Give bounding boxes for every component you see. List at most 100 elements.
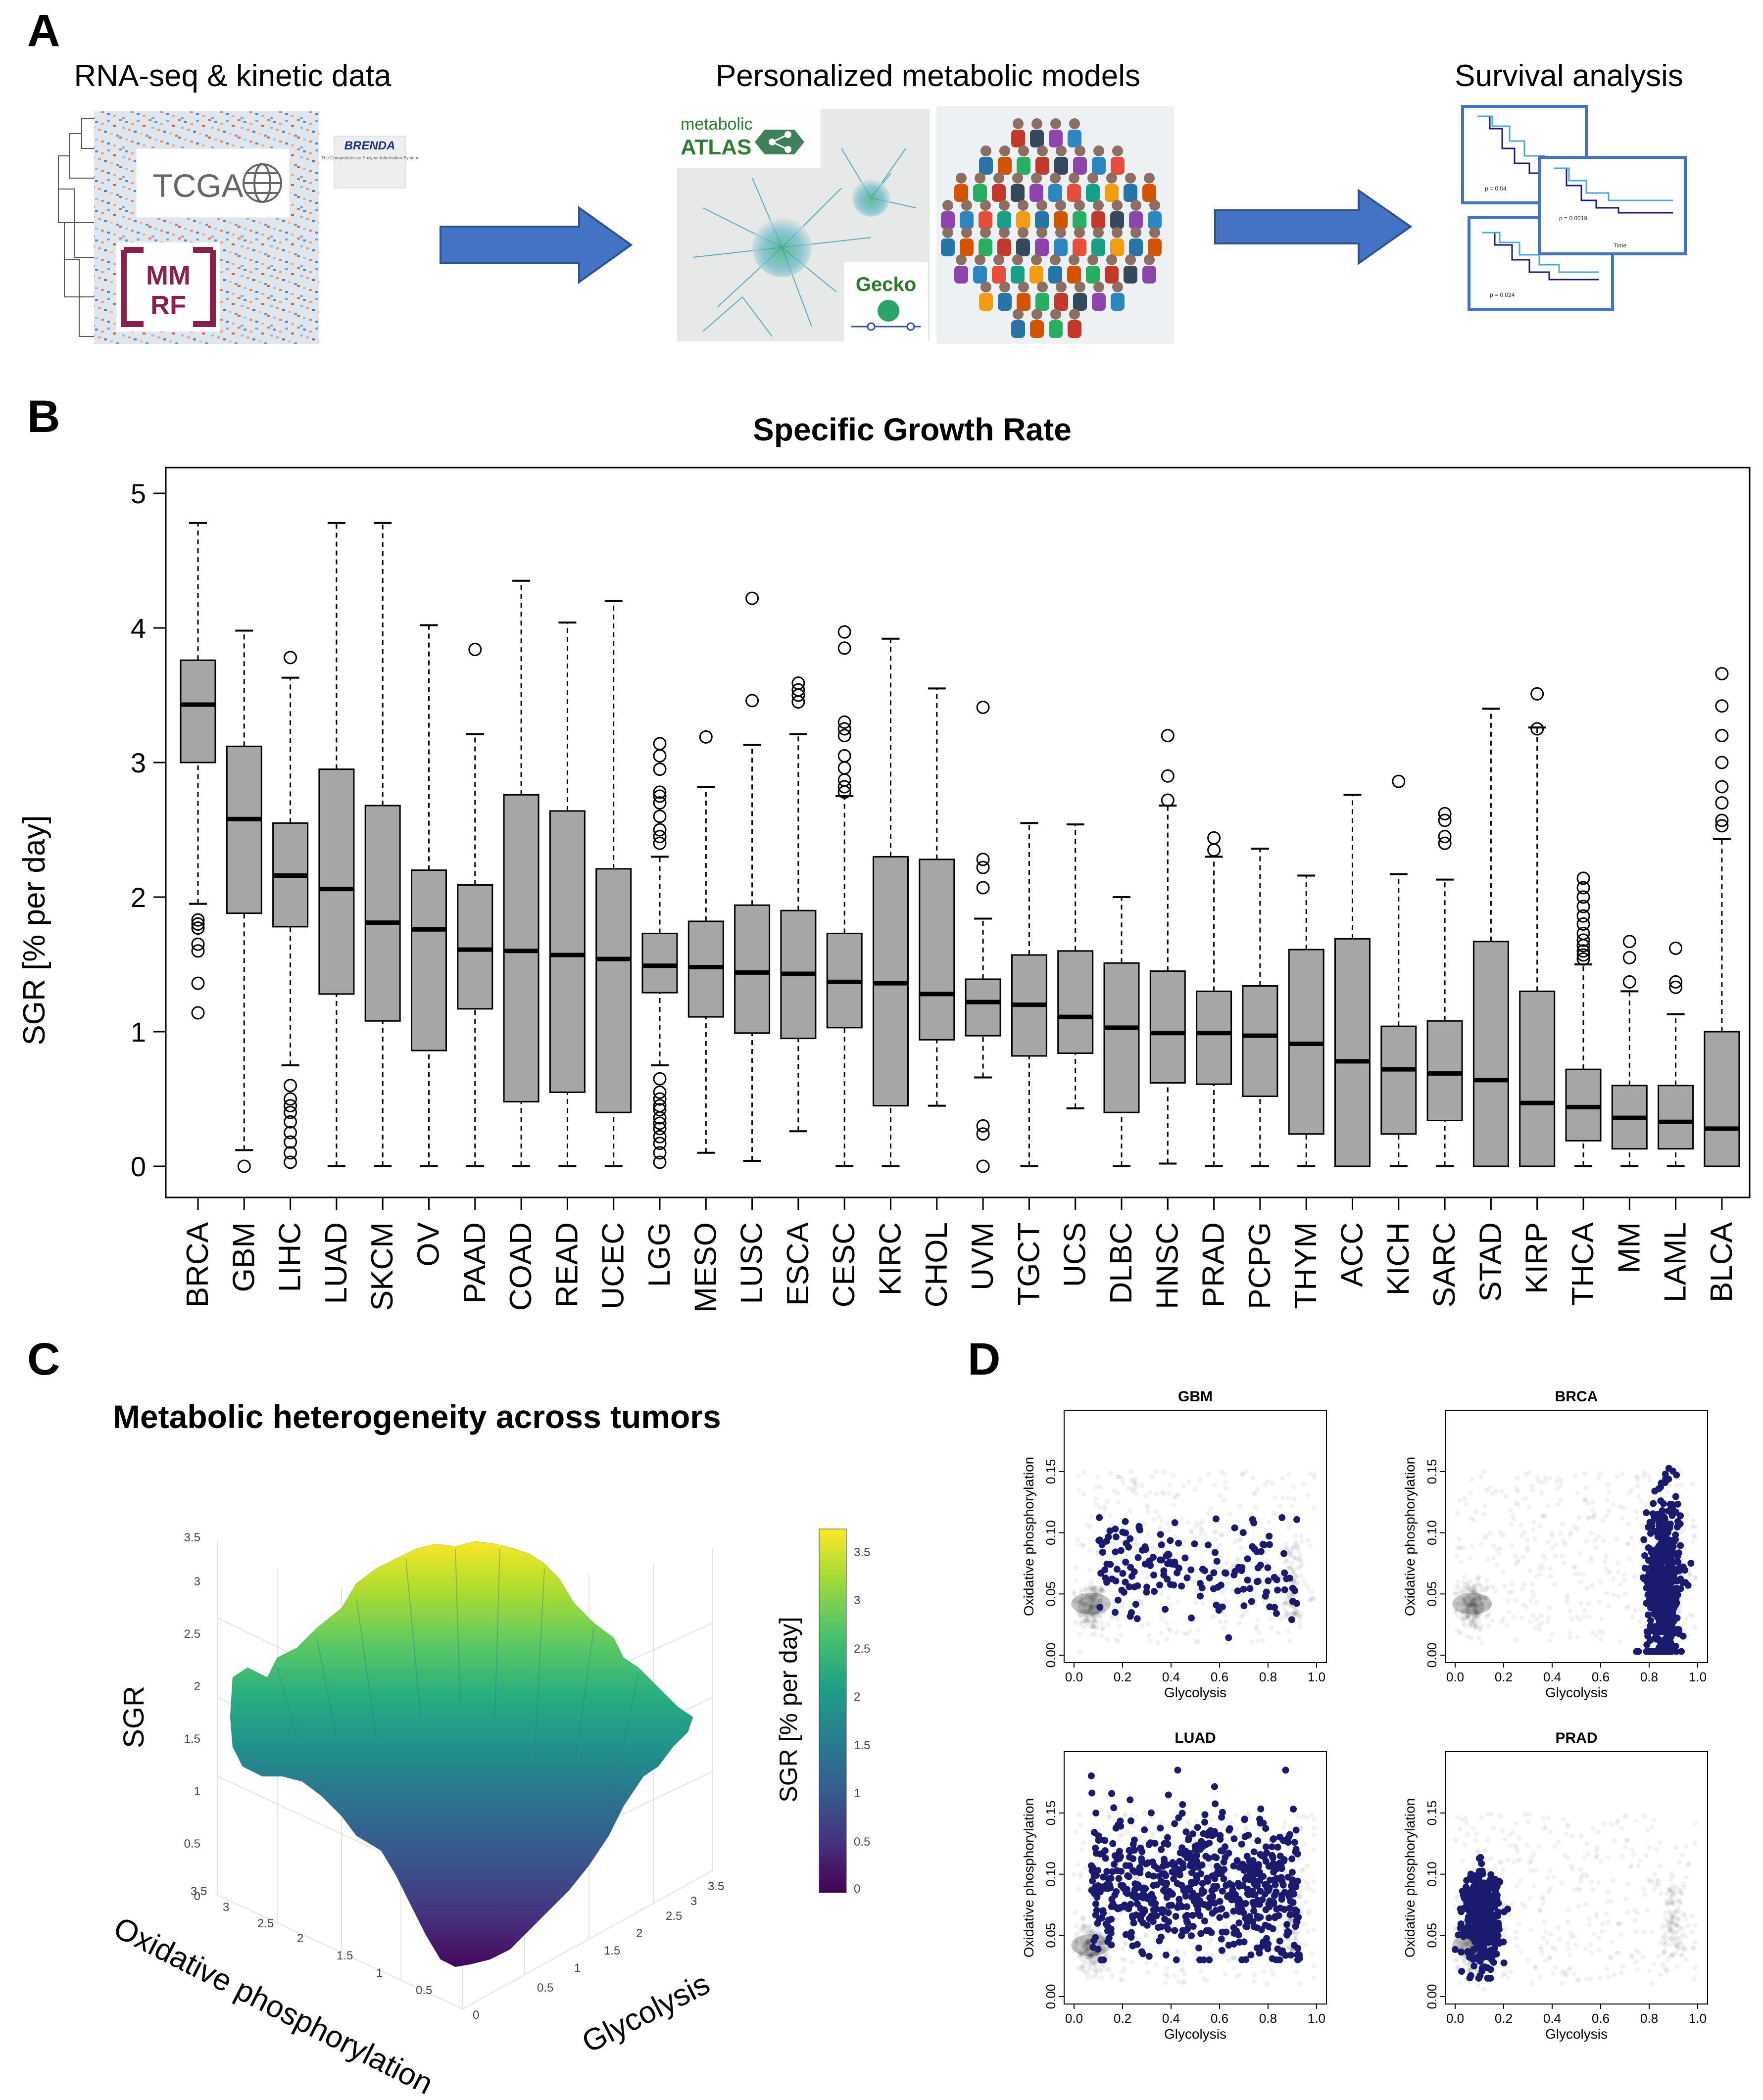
data-point	[1226, 1825, 1233, 1832]
panel-a-letter: A	[27, 5, 60, 56]
data-point	[1128, 1912, 1136, 1920]
data-point	[1281, 1586, 1288, 1593]
person-body-icon	[1016, 211, 1030, 229]
data-point	[1176, 1871, 1183, 1879]
data-point	[1171, 1861, 1178, 1869]
outlier-point	[1715, 667, 1729, 680]
box-ucs	[1057, 823, 1094, 1110]
data-point	[1151, 1840, 1159, 1847]
outlier-point	[284, 1115, 297, 1129]
data-point	[1278, 1878, 1286, 1885]
data-point	[1160, 1907, 1167, 1914]
surface-x-label: Oxidative phosphorylation	[108, 1910, 439, 2100]
person-head-icon	[993, 173, 1004, 184]
x-axis-label: Glycolysis	[1164, 2026, 1226, 2042]
data-point	[1673, 1471, 1680, 1479]
svg-text:0: 0	[854, 1882, 860, 1896]
box-lusc	[734, 591, 771, 1162]
data-point	[1145, 1953, 1153, 1960]
data-point	[1276, 1852, 1284, 1860]
data-point	[1491, 1930, 1498, 1937]
data-point	[1127, 1929, 1135, 1936]
data-point	[1254, 1897, 1261, 1904]
outlier-point	[976, 860, 990, 874]
data-point	[1138, 1855, 1145, 1862]
data-point	[1483, 1904, 1491, 1911]
gecko-logo: Gecko	[856, 274, 916, 295]
box-meso	[687, 730, 724, 1154]
outlier-point	[837, 729, 851, 743]
person-body-icon	[973, 266, 987, 284]
box-iqr	[1242, 985, 1278, 1098]
box-lgg	[641, 737, 678, 1169]
x-tick-label: BRCA	[181, 1222, 215, 1307]
outlier-point	[653, 1111, 667, 1125]
boxplot-title: Specific Growth Rate	[753, 412, 1072, 447]
svg-text:1: 1	[194, 1785, 200, 1798]
data-point	[1137, 1905, 1144, 1912]
person-body-icon	[1048, 266, 1062, 284]
data-point	[1270, 1861, 1277, 1868]
person-head-icon	[956, 254, 967, 265]
data-point	[1219, 1928, 1226, 1936]
svg-text:3.5: 3.5	[191, 1885, 207, 1898]
data-point	[1246, 1913, 1253, 1920]
data-point	[1644, 1611, 1652, 1619]
y-tick-label: 0.10	[1424, 1520, 1439, 1545]
data-point	[1676, 1565, 1684, 1572]
person-head-icon	[1050, 118, 1061, 129]
data-point	[1204, 1877, 1212, 1885]
data-point	[1278, 1514, 1286, 1521]
data-point	[1645, 1557, 1653, 1564]
data-point	[1665, 1465, 1672, 1472]
data-point	[1127, 1564, 1134, 1571]
data-point	[1643, 1509, 1650, 1517]
outlier-point	[1669, 975, 1683, 989]
globe-icon	[243, 163, 282, 203]
y-tick-label: 0.05	[1424, 1923, 1439, 1948]
data-point	[1129, 1841, 1137, 1848]
y-tick-label: 0	[131, 1151, 146, 1182]
data-point	[1261, 1890, 1269, 1898]
box-iqr	[1472, 941, 1509, 1167]
data-point	[1672, 1531, 1679, 1538]
outlier-point	[745, 591, 759, 605]
data-point	[1651, 1487, 1659, 1495]
box-iqr	[734, 904, 771, 1034]
data-point	[1200, 1901, 1207, 1908]
data-point	[1280, 1550, 1287, 1557]
scatter-brca: BRCA 0.0 0.2 0.4 0.6 0.8 1.0 0.00 0.05 0.10 0.15 Gl…	[1402, 1388, 1708, 1700]
data-point	[1263, 1849, 1271, 1857]
dendrogram	[58, 118, 94, 337]
data-point	[1211, 1783, 1218, 1790]
brenda-logo	[334, 136, 406, 189]
y-axis-label: Oxidative phosphorylation	[1021, 1798, 1036, 1957]
outlier-point	[1576, 917, 1590, 931]
person-body-icon	[1148, 211, 1162, 229]
svg-text:3: 3	[223, 1901, 229, 1914]
tcga-logo: TCGA	[152, 167, 243, 204]
person-body-icon	[1030, 130, 1044, 147]
outlier-point	[791, 695, 805, 709]
box-iqr	[1334, 938, 1371, 1167]
person-head-icon	[1069, 173, 1079, 184]
data-point	[1114, 1821, 1122, 1829]
data-point	[1666, 1576, 1674, 1584]
box-skcm	[364, 522, 401, 1167]
data-point	[1157, 1923, 1165, 1931]
data-point	[1213, 1601, 1220, 1609]
x-tick-label: 0.6	[1592, 2011, 1610, 2026]
person-head-icon	[999, 200, 1010, 211]
person-body-icon	[1124, 266, 1137, 284]
outlier-point	[653, 1103, 667, 1117]
data-point	[1159, 1870, 1166, 1877]
person-body-icon	[1035, 239, 1049, 256]
y-tick-label: 0.00	[1043, 1643, 1058, 1668]
data-point	[1230, 1895, 1237, 1902]
data-point	[1280, 1906, 1288, 1913]
data-point	[1184, 1884, 1192, 1892]
data-point	[1092, 1900, 1099, 1908]
data-point	[1271, 1892, 1278, 1899]
data-point	[1658, 1611, 1665, 1619]
person-head-icon	[1036, 227, 1047, 238]
